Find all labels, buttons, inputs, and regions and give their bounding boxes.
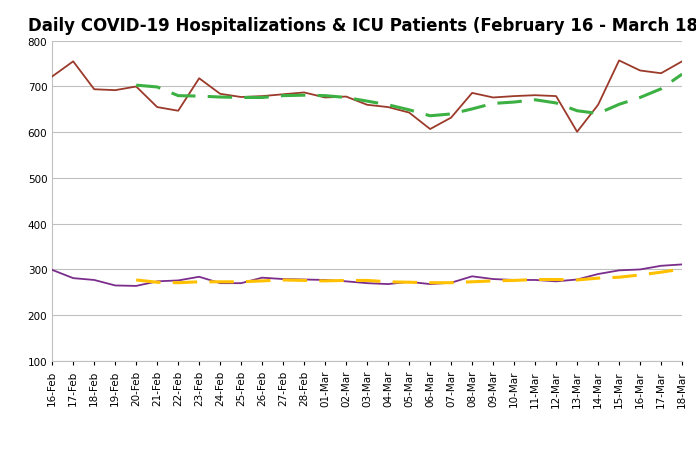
Title: Daily COVID-19 Hospitalizations & ICU Patients (February 16 - March 18): Daily COVID-19 Hospitalizations & ICU Pa… — [29, 17, 696, 35]
